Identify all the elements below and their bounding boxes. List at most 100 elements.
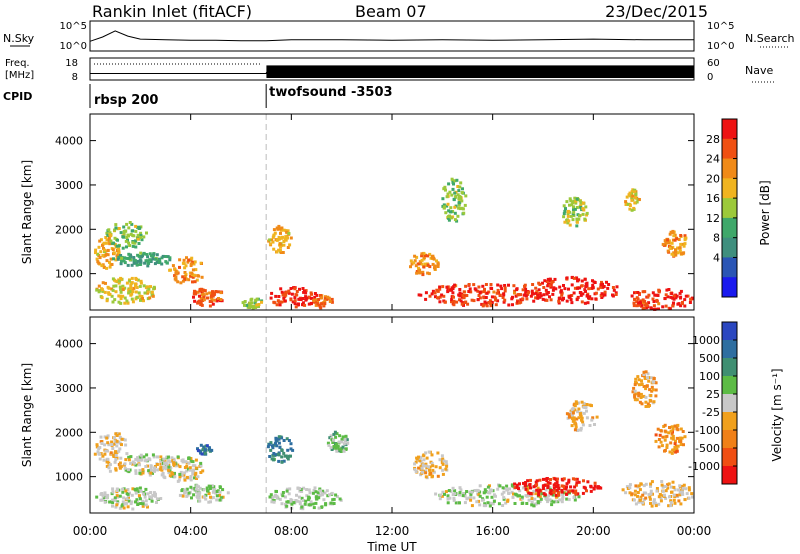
heatmap-cell	[481, 284, 485, 288]
heatmap-cell	[564, 207, 567, 211]
heatmap-cell	[632, 498, 636, 502]
heatmap-cell	[310, 296, 313, 300]
heatmap-cell	[314, 495, 318, 499]
heatmap-cell	[523, 287, 527, 291]
heatmap-cell	[98, 452, 102, 456]
colorbar-tick-label: 500	[699, 352, 720, 365]
heatmap-cell	[672, 234, 676, 238]
heatmap-cell	[332, 497, 336, 501]
heatmap-cell	[565, 485, 568, 489]
heatmap-cell	[669, 499, 673, 503]
heatmap-cell	[133, 461, 136, 465]
heatmap-cell	[179, 470, 183, 474]
heatmap-cell	[161, 472, 165, 475]
heatmap-cell	[630, 196, 634, 200]
heatmap-cell	[667, 431, 671, 435]
heatmap-cell	[148, 252, 152, 256]
heatmap-cell	[442, 203, 446, 207]
heatmap-cell	[218, 498, 222, 502]
heatmap-cell	[638, 500, 642, 504]
power-data-cells	[94, 114, 694, 311]
heatmap-cell	[280, 290, 284, 294]
heatmap-cell	[562, 477, 566, 481]
heatmap-cell	[417, 455, 420, 459]
heatmap-cell	[281, 251, 285, 254]
heatmap-cell	[176, 280, 180, 284]
heatmap-cell	[271, 444, 274, 448]
heatmap-cell	[573, 207, 577, 211]
heatmap-cell	[173, 475, 177, 479]
heatmap-cell	[181, 494, 185, 498]
heatmap-cell	[279, 236, 283, 240]
heatmap-cell	[457, 293, 461, 297]
y-tick-label: 2000	[55, 426, 83, 439]
heatmap-cell	[667, 241, 670, 245]
heatmap-cell	[310, 301, 313, 305]
heatmap-cell	[588, 403, 592, 407]
heatmap-cell	[201, 288, 205, 292]
heatmap-cell	[101, 454, 105, 458]
heatmap-cell	[442, 294, 446, 298]
heatmap-cell	[117, 294, 121, 298]
heatmap-cell	[688, 301, 692, 304]
heatmap-cell	[314, 303, 318, 307]
heatmap-cell	[574, 492, 578, 496]
heatmap-cell	[673, 424, 677, 428]
heatmap-cell	[293, 302, 297, 306]
heatmap-cell	[332, 432, 336, 436]
heatmap-cell	[442, 187, 446, 191]
heatmap-cell	[117, 281, 121, 285]
heatmap-cell	[152, 491, 156, 495]
nave-fill	[266, 65, 694, 78]
heatmap-cell	[579, 205, 583, 209]
heatmap-cell	[191, 275, 195, 279]
heatmap-cell	[278, 445, 282, 449]
heatmap-cell	[441, 462, 445, 466]
heatmap-cell	[414, 264, 418, 268]
heatmap-cell	[312, 489, 316, 492]
heatmap-cell	[212, 292, 216, 296]
heatmap-cell	[520, 502, 524, 505]
heatmap-cell	[218, 490, 222, 494]
heatmap-cell	[108, 500, 112, 504]
heatmap-cell	[461, 187, 464, 191]
heatmap-cell	[287, 439, 291, 442]
heatmap-cell	[108, 242, 112, 246]
heatmap-cell	[459, 299, 463, 303]
heatmap-cell	[123, 296, 127, 300]
heatmap-cell	[431, 254, 435, 258]
heatmap-cell	[450, 298, 454, 302]
heatmap-cell	[287, 492, 291, 496]
y-tick-label: 1000	[55, 471, 83, 484]
heatmap-cell	[158, 259, 162, 263]
heatmap-cell	[285, 489, 289, 493]
heatmap-cell	[286, 457, 290, 461]
heatmap-cell	[502, 496, 506, 500]
heatmap-cell	[594, 297, 598, 301]
heatmap-cell	[538, 488, 542, 492]
heatmap-cell	[556, 484, 560, 487]
heatmap-cell	[554, 499, 558, 503]
heatmap-cell	[121, 294, 125, 298]
heatmap-cell	[576, 286, 580, 290]
velocity-panel-frame	[89, 316, 695, 514]
heatmap-cell	[94, 248, 98, 252]
heatmap-cell	[284, 454, 288, 458]
heatmap-cell	[462, 211, 466, 215]
heatmap-cell	[649, 376, 653, 380]
heatmap-cell	[644, 395, 648, 399]
heatmap-cell	[342, 442, 346, 446]
heatmap-cell	[97, 245, 101, 249]
heatmap-cell	[308, 491, 312, 495]
heatmap-cell	[202, 445, 206, 449]
heatmap-cell	[107, 238, 111, 242]
heatmap-cell	[669, 504, 673, 508]
heatmap-cell	[453, 211, 457, 215]
heatmap-cell	[672, 301, 675, 305]
heatmap-cell	[333, 430, 337, 434]
heatmap-cell	[285, 504, 289, 508]
heatmap-cell	[477, 493, 481, 497]
heatmap-cell	[611, 286, 615, 289]
heatmap-cell	[286, 500, 290, 504]
heatmap-cell	[125, 501, 129, 505]
